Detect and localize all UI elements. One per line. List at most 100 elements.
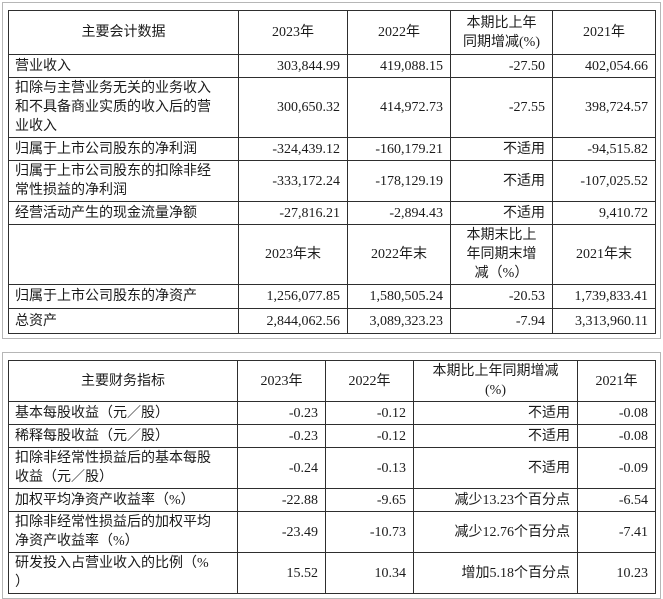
- table-row-basic-eps: 基本每股收益（元／股） -0.23 -0.12 不适用 -0.08: [8, 401, 656, 425]
- row-label: 总资产: [8, 308, 239, 334]
- column-header-yoy-change: 本期比上年 同期增减(%): [450, 10, 553, 55]
- row-label: 基本每股收益（元／股）: [8, 401, 238, 425]
- row-label: 扣除非经常性损益后的加权平均 净资产收益率（%）: [8, 511, 238, 553]
- row-label: 研发投入占营业收入的比例（% ）: [8, 552, 238, 594]
- cell-yoy-change: -27.50: [450, 54, 553, 78]
- cell-2023: 15.52: [237, 552, 326, 594]
- table-row-revenue: 营业收入 303,844.99 419,088.15 -27.50 402,05…: [8, 54, 656, 78]
- column-header-2023: 2023年: [237, 360, 326, 402]
- table-row-rd-expense-ratio: 研发投入占营业收入的比例（% ） 15.52 10.34 增加5.18个百分点 …: [8, 552, 656, 594]
- cell-2023: -22.88: [237, 488, 326, 512]
- cell-2021: -0.08: [577, 424, 656, 448]
- cell-2022: -10.73: [325, 511, 414, 553]
- table-row-net-profit-excl-nonrecurring: 归属于上市公司股东的扣除非经 常性损益的净利润 -333,172.24 -178…: [8, 160, 656, 202]
- cell-2021: -94,515.82: [552, 137, 656, 161]
- cell-2021: 10.23: [577, 552, 656, 594]
- cell-2022: 419,088.15: [347, 54, 451, 78]
- cell-yoy-change: 不适用: [413, 401, 578, 425]
- table-header-row: 主要会计数据 2023年 2022年 本期比上年 同期增减(%) 2021年: [8, 10, 656, 55]
- table-header-row: 主要财务指标 2023年 2022年 本期比上年同期增减 (%) 2021年: [8, 360, 656, 402]
- subheader-2022-yearend: 2022年末: [347, 224, 451, 285]
- cell-yoy-change: -27.55: [450, 77, 553, 138]
- cell-yoy-change: 不适用: [413, 424, 578, 448]
- cell-2021: -7.41: [577, 511, 656, 553]
- cell-2023: -0.23: [237, 401, 326, 425]
- cell-yoy-change: 不适用: [450, 160, 553, 202]
- cell-2022: -0.12: [325, 401, 414, 425]
- cell-2022: 1,580,505.24: [347, 284, 451, 309]
- column-header-indicator: 主要财务指标: [8, 360, 238, 402]
- cell-2022: -0.12: [325, 424, 414, 448]
- cell-2021: -6.54: [577, 488, 656, 512]
- cell-2022: 10.34: [325, 552, 414, 594]
- row-label: 营业收入: [8, 54, 239, 78]
- row-label: 归属于上市公司股东的净利润: [8, 137, 239, 161]
- column-header-metric: 主要会计数据: [8, 10, 239, 55]
- cell-2022: -9.65: [325, 488, 414, 512]
- accounting-data-panel: 主要会计数据 2023年 2022年 本期比上年 同期增减(%) 2021年 营…: [2, 2, 661, 339]
- row-label: 加权平均净资产收益率（%）: [8, 488, 238, 512]
- cell-2022: -160,179.21: [347, 137, 451, 161]
- cell-2023: 300,650.32: [238, 77, 348, 138]
- column-header-yoy-change: 本期比上年同期增减 (%): [413, 360, 578, 402]
- accounting-data-table: 主要会计数据 2023年 2022年 本期比上年 同期增减(%) 2021年 营…: [8, 10, 656, 334]
- row-label: 扣除非经常性损益后的基本每股 收益（元／股）: [8, 447, 238, 489]
- column-header-2022: 2022年: [347, 10, 451, 55]
- cell-yoy-change: 减少13.23个百分点: [413, 488, 578, 512]
- row-label: 归属于上市公司股东的扣除非经 常性损益的净利润: [8, 160, 239, 202]
- cell-yoy-change: 减少12.76个百分点: [413, 511, 578, 553]
- table-row-net-assets: 归属于上市公司股东的净资产 1,256,077.85 1,580,505.24 …: [8, 284, 656, 309]
- cell-yoy-change: 不适用: [450, 137, 553, 161]
- cell-2023: -27,816.21: [238, 201, 348, 225]
- cell-2022: 414,972.73: [347, 77, 451, 138]
- cell-2023: 2,844,062.56: [238, 308, 348, 334]
- row-label: 扣除与主营业务无关的业务收入 和不具备商业实质的收入后的营 业收入: [8, 77, 239, 138]
- cell-2021: -0.09: [577, 447, 656, 489]
- table-row-adjusted-revenue: 扣除与主营业务无关的业务收入 和不具备商业实质的收入后的营 业收入 300,65…: [8, 77, 656, 138]
- cell-2023: -23.49: [237, 511, 326, 553]
- cell-2023: 303,844.99: [238, 54, 348, 78]
- table-row-roe-excl-nonrecurring: 扣除非经常性损益后的加权平均 净资产收益率（%） -23.49 -10.73 减…: [8, 511, 656, 553]
- cell-2021: 3,313,960.11: [552, 308, 656, 334]
- cell-2023: -0.24: [237, 447, 326, 489]
- cell-2021: 9,410.72: [552, 201, 656, 225]
- cell-yoy-change: 不适用: [413, 447, 578, 489]
- row-label: 稀释每股收益（元／股）: [8, 424, 238, 448]
- column-header-2022: 2022年: [325, 360, 414, 402]
- cell-yoy-change: 不适用: [450, 201, 553, 225]
- cell-2022: -2,894.43: [347, 201, 451, 225]
- cell-yoy-change: 增加5.18个百分点: [413, 552, 578, 594]
- cell-2022: -0.13: [325, 447, 414, 489]
- table-row-net-profit: 归属于上市公司股东的净利润 -324,439.12 -160,179.21 不适…: [8, 137, 656, 161]
- column-header-2021: 2021年: [552, 10, 656, 55]
- row-label: 经营活动产生的现金流量净额: [8, 201, 239, 225]
- cell-2023: -0.23: [237, 424, 326, 448]
- table-row-basic-eps-excl-nonrecurring: 扣除非经常性损益后的基本每股 收益（元／股） -0.24 -0.13 不适用 -…: [8, 447, 656, 489]
- cell-2023: -324,439.12: [238, 137, 348, 161]
- row-label: 归属于上市公司股东的净资产: [8, 284, 239, 309]
- cell-yoy-change: -7.94: [450, 308, 553, 334]
- column-header-2023: 2023年: [238, 10, 348, 55]
- table-row-diluted-eps: 稀释每股收益（元／股） -0.23 -0.12 不适用 -0.08: [8, 424, 656, 448]
- subheader-yearend-change: 本期末比上 年同期末增 减（%）: [450, 224, 553, 285]
- table-row-total-assets: 总资产 2,844,062.56 3,089,323.23 -7.94 3,31…: [8, 308, 656, 334]
- subheader-empty: [8, 224, 239, 285]
- cell-2023: -333,172.24: [238, 160, 348, 202]
- cell-2021: -0.08: [577, 401, 656, 425]
- cell-2021: 1,739,833.41: [552, 284, 656, 309]
- cell-2021: 402,054.66: [552, 54, 656, 78]
- table-row-weighted-avg-roe: 加权平均净资产收益率（%） -22.88 -9.65 减少13.23个百分点 -…: [8, 488, 656, 512]
- table-subheader-row-yearend: 2023年末 2022年末 本期末比上 年同期末增 减（%） 2021年末: [8, 224, 656, 285]
- cell-yoy-change: -20.53: [450, 284, 553, 309]
- cell-2021: 398,724.57: [552, 77, 656, 138]
- table-row-operating-cash-flow: 经营活动产生的现金流量净额 -27,816.21 -2,894.43 不适用 9…: [8, 201, 656, 225]
- column-header-2021: 2021年: [577, 360, 656, 402]
- financial-indicators-panel: 主要财务指标 2023年 2022年 本期比上年同期增减 (%) 2021年 基…: [2, 352, 661, 599]
- cell-2022: -178,129.19: [347, 160, 451, 202]
- subheader-2023-yearend: 2023年末: [238, 224, 348, 285]
- financial-indicators-table: 主要财务指标 2023年 2022年 本期比上年同期增减 (%) 2021年 基…: [8, 360, 656, 594]
- cell-2021: -107,025.52: [552, 160, 656, 202]
- cell-2023: 1,256,077.85: [238, 284, 348, 309]
- subheader-2021-yearend: 2021年末: [552, 224, 656, 285]
- cell-2022: 3,089,323.23: [347, 308, 451, 334]
